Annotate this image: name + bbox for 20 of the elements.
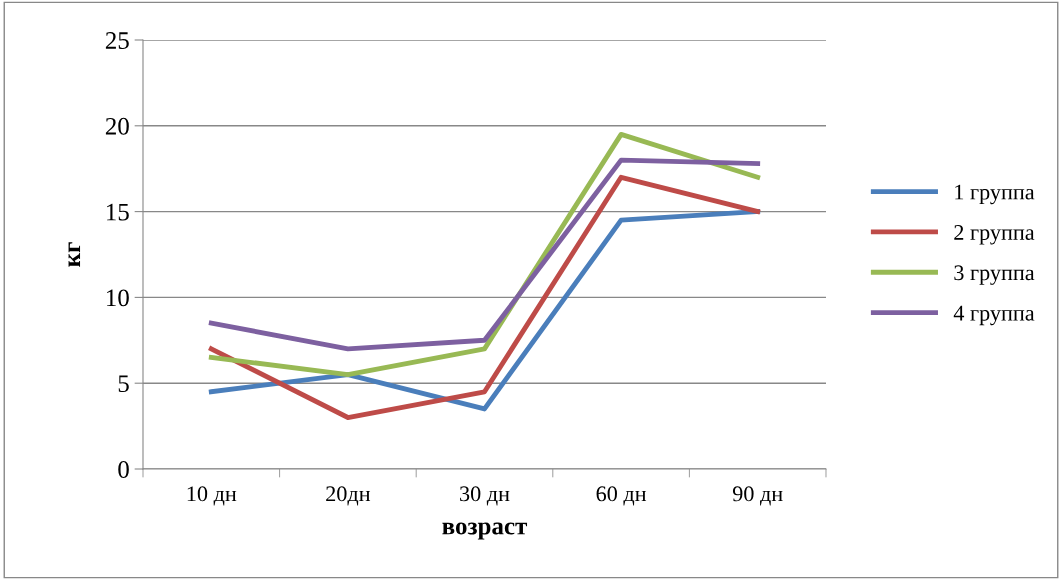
x-tick-label: 90 дн [732,486,783,506]
y-axis-title: кг [68,242,81,267]
y-tick-label: 20 [105,117,129,135]
x-tick-label: 30 дн [460,486,510,506]
y-tick-label: 5 [118,375,129,393]
x-tick-label: 60 дн [596,486,647,506]
y-tick-label: 15 [107,203,129,221]
line-series [208,174,761,420]
line-series [208,157,761,352]
line-series [208,209,761,412]
legend-label: 3 группа [954,265,1035,285]
y-tick-label: 10 [107,289,129,307]
x-tick-label: 20дн [326,486,371,506]
legend-label: 2 группа [954,224,1035,245]
legend-label: 1 группа [955,184,1035,205]
legend-label: 4 группа [953,305,1035,326]
y-tick-label: 0 [118,461,129,478]
y-tick-label: 25 [105,32,129,49]
x-tick-label: 10 дн [187,486,237,506]
x-axis-title: возраст [442,522,528,540]
